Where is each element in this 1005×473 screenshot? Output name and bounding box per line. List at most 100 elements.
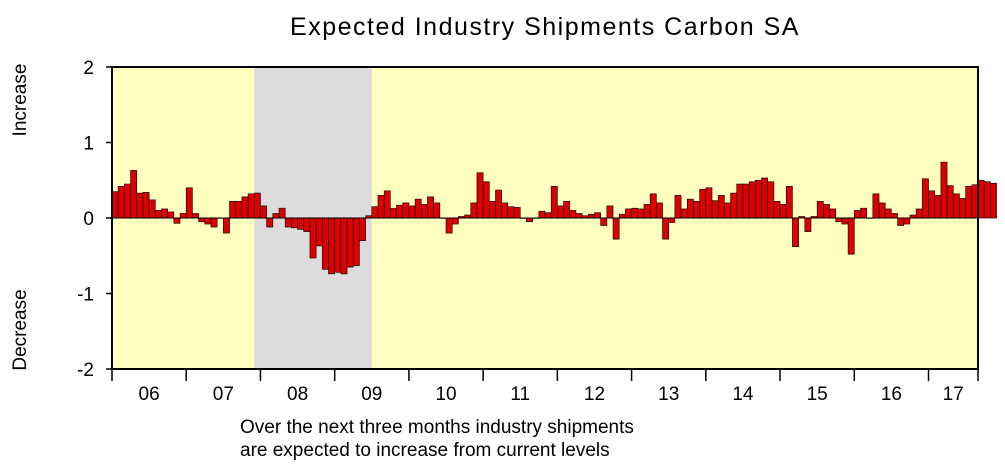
bar: [346, 217, 354, 268]
bar: [260, 205, 267, 219]
bar: [179, 213, 187, 219]
bar: [359, 217, 366, 241]
x-tick-label: 10: [435, 384, 456, 405]
bar: [420, 204, 428, 219]
chart-title: Expected Industry Shipments Carbon SA: [290, 13, 800, 41]
bar: [538, 210, 546, 219]
y-tick-label: -1: [77, 285, 94, 306]
bar: [297, 217, 305, 230]
bar: [662, 217, 670, 240]
bar: [402, 202, 410, 219]
bar: [476, 172, 484, 219]
bar: [185, 187, 193, 219]
bar: [724, 202, 731, 219]
bar: [161, 208, 168, 219]
bar: [965, 185, 973, 219]
x-tick-label: 11: [510, 384, 530, 405]
y-label-decrease: Decrease: [10, 289, 31, 370]
bar: [284, 217, 292, 228]
bar: [235, 201, 243, 219]
bar: [823, 204, 830, 219]
bar: [575, 213, 583, 219]
bar: [117, 185, 125, 219]
bar: [557, 205, 564, 219]
bar: [730, 192, 738, 219]
bar: [303, 217, 311, 232]
bar: [433, 202, 441, 219]
x-tick-label: 17: [943, 384, 964, 405]
bar: [767, 181, 775, 219]
bar: [761, 177, 768, 219]
bar: [637, 208, 645, 219]
bar: [915, 208, 923, 219]
bar: [668, 217, 676, 223]
bar: [612, 217, 620, 240]
bar: [600, 217, 608, 226]
bar: [952, 193, 960, 219]
y-tick-label: 2: [83, 58, 94, 79]
bar: [352, 217, 360, 266]
bar: [804, 217, 812, 232]
bar: [278, 207, 286, 219]
x-tick-label: 12: [584, 384, 605, 405]
bar: [755, 179, 762, 219]
bar: [223, 217, 230, 234]
bar: [693, 201, 700, 219]
bar: [377, 195, 385, 219]
bar: [167, 211, 175, 219]
bar: [618, 213, 626, 219]
bar: [717, 195, 725, 219]
bar: [427, 196, 434, 219]
bar: [334, 217, 342, 273]
bar: [390, 207, 397, 219]
bar: [482, 181, 490, 219]
bar: [470, 202, 478, 219]
bar: [550, 185, 558, 219]
bar: [130, 170, 138, 219]
bar: [674, 195, 682, 219]
x-axis: 06 07 08 09 10 11 12 13 14 15 16 17: [111, 369, 979, 405]
bar: [792, 217, 799, 247]
bar: [291, 217, 298, 229]
bar: [656, 202, 663, 219]
bar: [408, 205, 416, 219]
x-tick-label: 13: [658, 384, 679, 405]
bar: [241, 196, 249, 219]
bar: [451, 217, 459, 225]
bar: [983, 181, 991, 219]
x-tick-label: 07: [213, 384, 234, 405]
bar: [779, 204, 787, 219]
x-tick-label: 09: [361, 384, 382, 405]
bar: [785, 185, 793, 219]
bar: [247, 193, 255, 219]
bar: [878, 202, 886, 219]
bar: [544, 212, 552, 219]
y-label-increase: Increase: [10, 64, 31, 137]
bar: [643, 204, 651, 219]
bar: [841, 217, 849, 225]
y-tick-label: -2: [77, 360, 94, 381]
bar: [773, 201, 781, 219]
bar: [383, 190, 391, 219]
y-tick-label: 0: [83, 209, 94, 230]
bar: [136, 192, 144, 219]
bar: [513, 207, 521, 219]
bar: [340, 217, 348, 275]
bar: [396, 204, 404, 219]
bar: [705, 187, 713, 219]
bar: [489, 201, 496, 219]
bar: [210, 217, 218, 228]
bar: [594, 212, 601, 219]
bar: [563, 201, 571, 219]
bar: [414, 198, 422, 219]
bar: [371, 206, 379, 219]
bar: [587, 213, 595, 219]
y-tick-label: 1: [83, 134, 94, 155]
bar: [148, 199, 156, 219]
x-tick-label: 16: [881, 384, 902, 405]
bar: [445, 217, 453, 234]
bar: [173, 217, 181, 224]
bar: [946, 185, 954, 219]
bar: [742, 183, 750, 219]
bar: [495, 189, 502, 219]
